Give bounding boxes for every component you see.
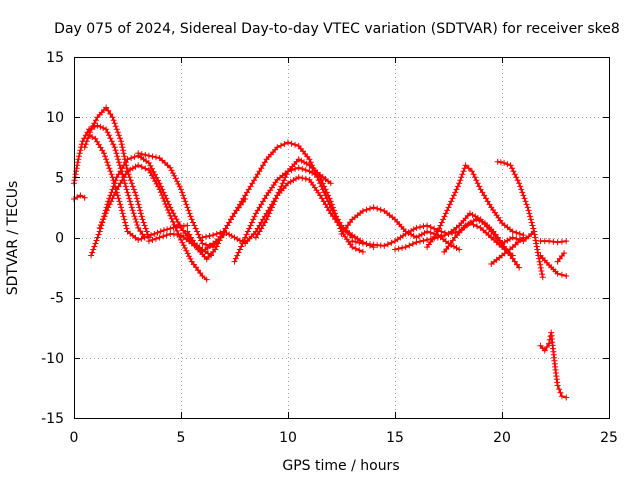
series-arc-20 xyxy=(537,238,570,246)
series-arc-22 xyxy=(554,250,568,265)
series-line xyxy=(73,124,146,239)
series-markers xyxy=(338,204,463,253)
series-arc-2 xyxy=(71,122,148,241)
series-markers xyxy=(441,216,523,271)
series-markers xyxy=(537,329,570,401)
series-markers xyxy=(424,162,527,251)
y-tick-label: 10 xyxy=(46,110,64,126)
series-arc-16 xyxy=(424,162,527,251)
x-tick-label: 0 xyxy=(70,430,79,446)
x-tick-label: 25 xyxy=(600,430,618,446)
y-tick-label: -5 xyxy=(50,291,64,307)
y-tick-label: 0 xyxy=(55,231,64,247)
series-markers xyxy=(252,156,334,241)
series-line xyxy=(556,252,566,263)
series-markers xyxy=(537,252,570,279)
series-markers xyxy=(554,250,568,265)
y-tick-label: 5 xyxy=(55,170,64,186)
series-markers xyxy=(488,234,527,267)
series-markers xyxy=(71,122,148,241)
series-arc-12 xyxy=(252,156,334,241)
x-axis-label: GPS time / hours xyxy=(282,458,399,474)
x-tick-label: 5 xyxy=(177,430,186,446)
series-line xyxy=(186,141,354,261)
series-arc-3 xyxy=(81,104,152,241)
series-arc-21 xyxy=(537,252,570,279)
chart-title: Day 075 of 2024, Sidereal Day-to-day VTE… xyxy=(54,21,620,37)
x-tick-label: 10 xyxy=(279,430,297,446)
x-tick-label: 15 xyxy=(386,430,404,446)
series-markers xyxy=(96,162,210,283)
series-line xyxy=(496,160,544,279)
series-arc-18 xyxy=(488,234,527,267)
series-markers xyxy=(81,104,152,241)
y-tick-label: -15 xyxy=(41,411,64,427)
series-markers xyxy=(231,164,366,265)
series-markers xyxy=(537,238,570,246)
series-arc-13 xyxy=(338,204,463,253)
series-markers xyxy=(71,192,88,202)
series-markers xyxy=(494,158,546,281)
series-arc-1 xyxy=(71,192,88,202)
series-arc-4 xyxy=(86,132,191,243)
y-axis-label: SDTVAR / TECUs xyxy=(5,181,21,296)
series-arc-19 xyxy=(494,158,546,281)
series-arc-23 xyxy=(537,329,570,401)
series-arc-6 xyxy=(96,162,210,283)
y-tick-label: 15 xyxy=(46,50,64,66)
data-series xyxy=(71,104,570,401)
x-tick-label: 20 xyxy=(493,430,511,446)
y-tick-label: -10 xyxy=(41,351,64,367)
axis-ticks: 0 5 10 15 20 25 -15 -10 -5 0 5 10 15 xyxy=(41,50,618,446)
series-arc-17 xyxy=(441,216,523,271)
